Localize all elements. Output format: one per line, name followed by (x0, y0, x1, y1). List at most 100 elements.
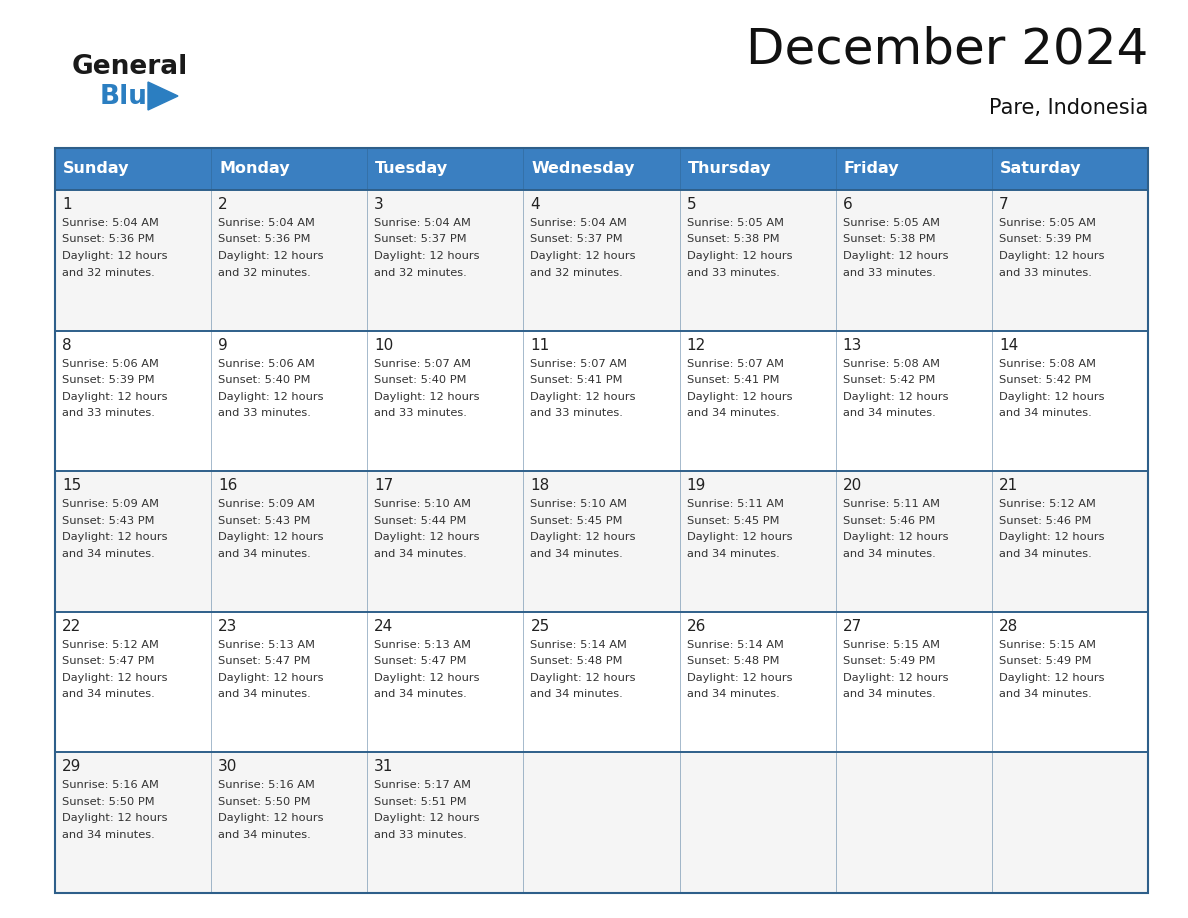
Text: Daylight: 12 hours: Daylight: 12 hours (62, 392, 168, 401)
Text: Pare, Indonesia: Pare, Indonesia (988, 98, 1148, 118)
Bar (367, 753, 524, 893)
Text: and 32 minutes.: and 32 minutes. (62, 267, 154, 277)
Text: and 33 minutes.: and 33 minutes. (842, 267, 936, 277)
Text: Daylight: 12 hours: Daylight: 12 hours (374, 813, 480, 823)
Text: 25: 25 (530, 619, 550, 633)
Text: Sunset: 5:43 PM: Sunset: 5:43 PM (62, 516, 154, 526)
Text: Sunset: 5:48 PM: Sunset: 5:48 PM (530, 656, 623, 666)
Text: Sunset: 5:48 PM: Sunset: 5:48 PM (687, 656, 779, 666)
Text: Sunrise: 5:12 AM: Sunrise: 5:12 AM (62, 640, 159, 650)
Text: Daylight: 12 hours: Daylight: 12 hours (842, 673, 948, 683)
Text: 20: 20 (842, 478, 862, 493)
Text: 7: 7 (999, 197, 1009, 212)
Text: and 32 minutes.: and 32 minutes. (530, 267, 624, 277)
Bar (211, 471, 367, 611)
Text: 4: 4 (530, 197, 541, 212)
Text: Sunrise: 5:04 AM: Sunrise: 5:04 AM (62, 218, 159, 228)
Text: Sunset: 5:36 PM: Sunset: 5:36 PM (219, 234, 310, 244)
Text: Sunset: 5:51 PM: Sunset: 5:51 PM (374, 797, 467, 807)
Text: 2: 2 (219, 197, 228, 212)
Text: 12: 12 (687, 338, 706, 353)
Text: Daylight: 12 hours: Daylight: 12 hours (374, 251, 480, 261)
Bar (367, 330, 524, 471)
Text: Sunrise: 5:11 AM: Sunrise: 5:11 AM (687, 499, 784, 509)
Bar (992, 190, 1148, 330)
Text: and 34 minutes.: and 34 minutes. (62, 689, 154, 700)
Text: and 34 minutes.: and 34 minutes. (530, 689, 624, 700)
Text: Daylight: 12 hours: Daylight: 12 hours (374, 532, 480, 543)
Text: Sunrise: 5:16 AM: Sunrise: 5:16 AM (219, 780, 315, 790)
Bar (367, 611, 524, 753)
Text: Sunrise: 5:08 AM: Sunrise: 5:08 AM (999, 359, 1095, 369)
Text: Daylight: 12 hours: Daylight: 12 hours (687, 532, 792, 543)
Bar (55, 611, 211, 753)
Text: and 33 minutes.: and 33 minutes. (219, 409, 311, 418)
Text: Daylight: 12 hours: Daylight: 12 hours (62, 673, 168, 683)
Text: Sunrise: 5:04 AM: Sunrise: 5:04 AM (219, 218, 315, 228)
Text: Sunrise: 5:04 AM: Sunrise: 5:04 AM (374, 218, 472, 228)
Text: Sunset: 5:36 PM: Sunset: 5:36 PM (62, 234, 154, 244)
Text: and 34 minutes.: and 34 minutes. (219, 830, 311, 840)
Text: 28: 28 (999, 619, 1018, 633)
Text: and 34 minutes.: and 34 minutes. (842, 409, 935, 418)
Text: Daylight: 12 hours: Daylight: 12 hours (687, 392, 792, 401)
Text: Sunrise: 5:17 AM: Sunrise: 5:17 AM (374, 780, 472, 790)
Text: and 33 minutes.: and 33 minutes. (999, 267, 1092, 277)
Text: Monday: Monday (219, 162, 290, 176)
Text: Sunrise: 5:16 AM: Sunrise: 5:16 AM (62, 780, 159, 790)
Text: Daylight: 12 hours: Daylight: 12 hours (219, 251, 323, 261)
Text: Daylight: 12 hours: Daylight: 12 hours (219, 392, 323, 401)
Text: Daylight: 12 hours: Daylight: 12 hours (62, 251, 168, 261)
Text: 1: 1 (62, 197, 71, 212)
Text: Sunset: 5:47 PM: Sunset: 5:47 PM (219, 656, 310, 666)
Text: and 34 minutes.: and 34 minutes. (842, 549, 935, 559)
Bar (55, 471, 211, 611)
Text: Sunrise: 5:09 AM: Sunrise: 5:09 AM (62, 499, 159, 509)
Bar (835, 611, 992, 753)
Text: 31: 31 (374, 759, 393, 775)
Text: Sunset: 5:50 PM: Sunset: 5:50 PM (62, 797, 154, 807)
Text: Friday: Friday (843, 162, 899, 176)
Text: Sunrise: 5:14 AM: Sunrise: 5:14 AM (530, 640, 627, 650)
Text: Sunrise: 5:13 AM: Sunrise: 5:13 AM (374, 640, 472, 650)
Text: Sunset: 5:41 PM: Sunset: 5:41 PM (530, 375, 623, 385)
Text: 3: 3 (374, 197, 384, 212)
Text: 21: 21 (999, 478, 1018, 493)
Text: Sunset: 5:40 PM: Sunset: 5:40 PM (374, 375, 467, 385)
Bar (992, 753, 1148, 893)
Text: 22: 22 (62, 619, 81, 633)
Bar (992, 330, 1148, 471)
Text: 30: 30 (219, 759, 238, 775)
Text: Sunset: 5:45 PM: Sunset: 5:45 PM (687, 516, 779, 526)
Bar (55, 190, 211, 330)
Text: Sunrise: 5:11 AM: Sunrise: 5:11 AM (842, 499, 940, 509)
Text: and 34 minutes.: and 34 minutes. (999, 549, 1092, 559)
Text: 23: 23 (219, 619, 238, 633)
Text: Daylight: 12 hours: Daylight: 12 hours (687, 673, 792, 683)
Text: Sunset: 5:46 PM: Sunset: 5:46 PM (999, 516, 1092, 526)
Text: Daylight: 12 hours: Daylight: 12 hours (842, 251, 948, 261)
Text: Daylight: 12 hours: Daylight: 12 hours (62, 813, 168, 823)
Text: 29: 29 (62, 759, 81, 775)
Text: Sunset: 5:49 PM: Sunset: 5:49 PM (842, 656, 935, 666)
Text: and 34 minutes.: and 34 minutes. (530, 549, 624, 559)
Text: and 33 minutes.: and 33 minutes. (687, 267, 779, 277)
Text: 10: 10 (374, 338, 393, 353)
Text: Sunset: 5:50 PM: Sunset: 5:50 PM (219, 797, 311, 807)
Text: and 34 minutes.: and 34 minutes. (687, 409, 779, 418)
Bar (680, 471, 835, 611)
Text: 27: 27 (842, 619, 862, 633)
Bar (367, 190, 524, 330)
Text: 9: 9 (219, 338, 228, 353)
Text: Sunset: 5:37 PM: Sunset: 5:37 PM (530, 234, 623, 244)
Bar (211, 190, 367, 330)
Text: Sunrise: 5:08 AM: Sunrise: 5:08 AM (842, 359, 940, 369)
Text: Sunrise: 5:09 AM: Sunrise: 5:09 AM (219, 499, 315, 509)
Text: Blue: Blue (100, 84, 166, 110)
Text: Thursday: Thursday (688, 162, 771, 176)
Text: 8: 8 (62, 338, 71, 353)
Text: and 33 minutes.: and 33 minutes. (62, 409, 154, 418)
Text: Daylight: 12 hours: Daylight: 12 hours (999, 532, 1105, 543)
Bar (367, 471, 524, 611)
Text: 11: 11 (530, 338, 550, 353)
